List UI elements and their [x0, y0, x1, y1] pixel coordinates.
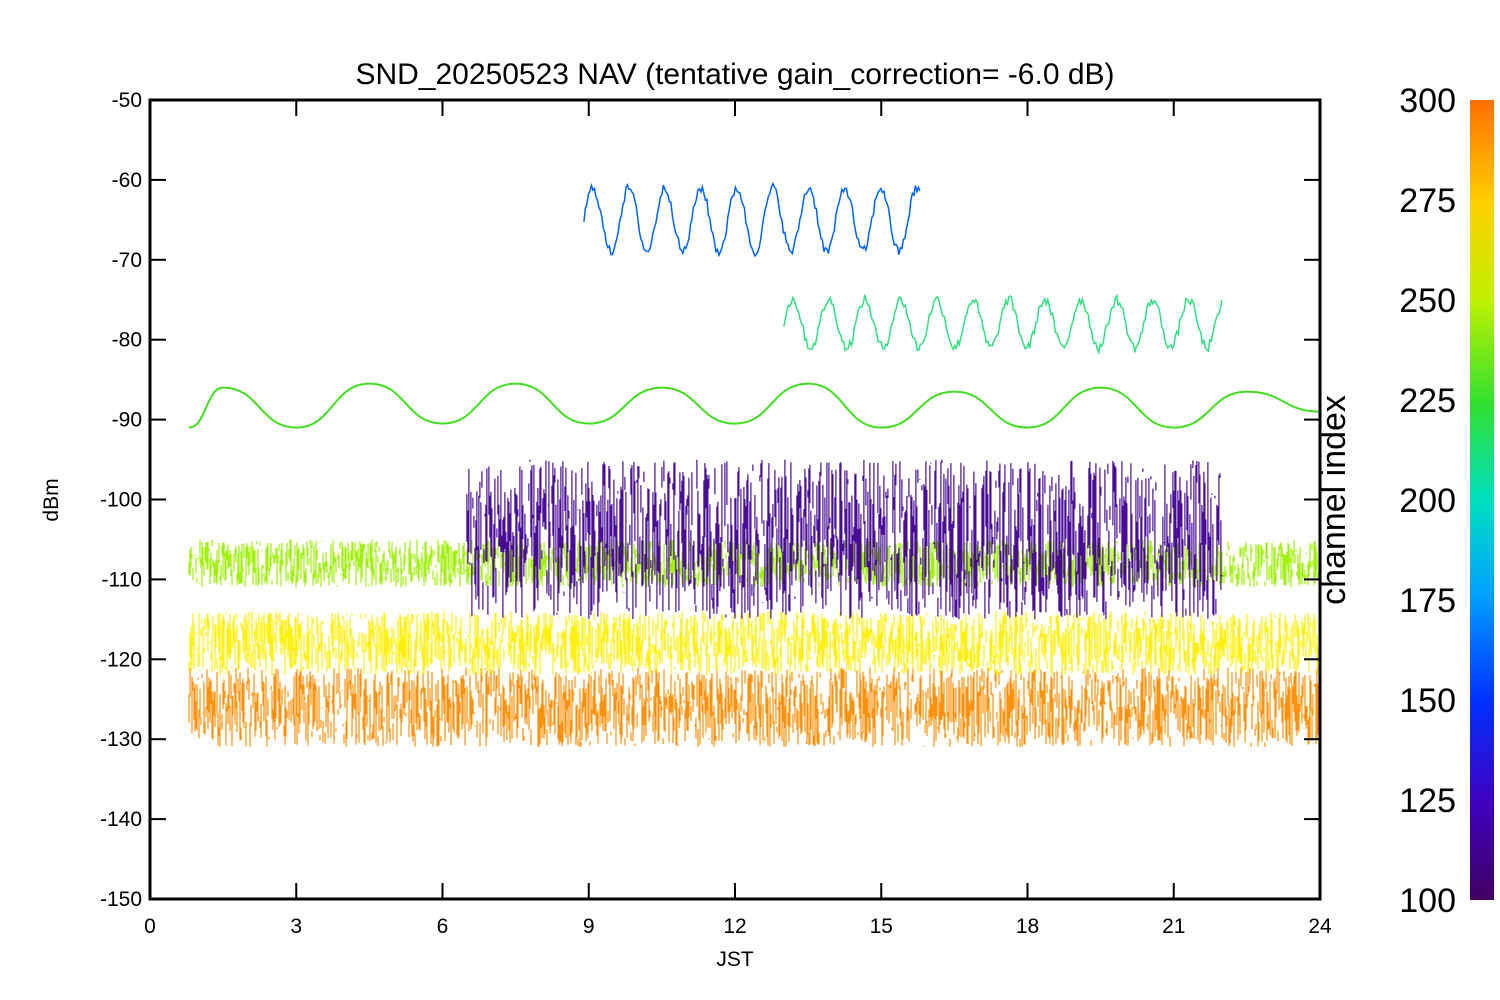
x-axis: 0 3 6 9 12 15 18 21 24: [144, 100, 1332, 938]
colorbar-gradient: [1470, 100, 1494, 900]
series-channel-240: [188, 382, 1320, 429]
series-channel-290: [188, 667, 1320, 748]
chart-title: SND_20250523 NAV (tentative gain_correct…: [355, 58, 1114, 91]
colorbar-tick-label: 275: [1399, 182, 1456, 220]
series-channel-210: [783, 293, 1223, 355]
plot-area: [188, 181, 1320, 748]
y-axis: -50 -60 -70 -80 -90 -100 -110 -120 -130 -140 -150: [100, 89, 1320, 911]
y-tick-label: -140: [100, 808, 142, 831]
x-axis-label: JST: [716, 948, 754, 971]
y-tick-label: -120: [100, 648, 142, 671]
x-tick-label: 0: [144, 915, 156, 938]
y-tick-label: -70: [112, 249, 142, 272]
colorbar: 300 275 250 225 200 175 150 125 100: [1399, 82, 1494, 920]
colorbar-tick-label: 125: [1399, 782, 1456, 820]
y-axis-label: dBm: [40, 478, 63, 521]
series-channel-268: [188, 611, 1320, 676]
colorbar-label: channel index: [1315, 395, 1353, 605]
y-tick-label: -50: [112, 89, 142, 112]
y-tick-label: -80: [112, 329, 142, 352]
x-tick-label: 3: [290, 915, 302, 938]
colorbar-tick-label: 100: [1399, 882, 1456, 920]
x-tick-label: 21: [1162, 915, 1185, 938]
colorbar-tick-label: 300: [1399, 82, 1456, 120]
y-tick-label: -60: [112, 169, 142, 192]
x-tick-label: 15: [870, 915, 893, 938]
series-channel-120: [466, 459, 1223, 620]
y-tick-label: -90: [112, 409, 142, 432]
y-tick-label: -100: [100, 489, 142, 512]
colorbar-tick-label: 175: [1399, 582, 1456, 620]
x-tick-label: 6: [437, 915, 449, 938]
colorbar-tick-label: 150: [1399, 682, 1456, 720]
colorbar-tick-label: 250: [1399, 282, 1456, 320]
colorbar-tick-label: 200: [1399, 482, 1456, 520]
x-tick-label: 18: [1016, 915, 1039, 938]
y-tick-label: -150: [100, 888, 142, 911]
colorbar-tick-label: 225: [1399, 382, 1456, 420]
y-tick-label: -110: [102, 568, 142, 591]
x-tick-label: 24: [1308, 915, 1332, 938]
series-channel-150: [583, 181, 921, 258]
x-tick-label: 9: [583, 915, 595, 938]
x-tick-label: 12: [723, 915, 746, 938]
y-tick-label: -130: [100, 728, 142, 751]
